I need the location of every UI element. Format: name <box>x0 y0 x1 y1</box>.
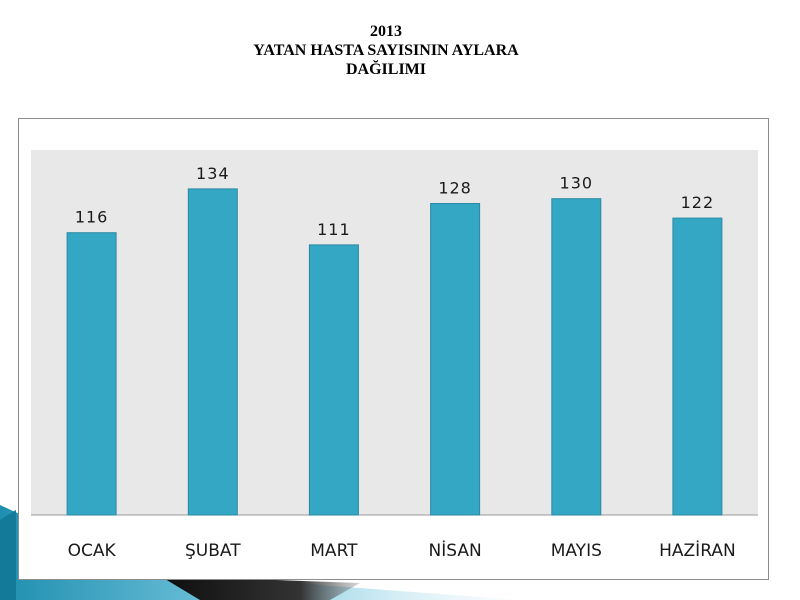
data-label-6: 122 <box>681 193 715 212</box>
data-label-1: 116 <box>75 208 109 227</box>
x-tick-label-6: HAZİRAN <box>659 540 736 561</box>
data-label-5: 130 <box>560 174 594 193</box>
bar-6 <box>672 217 723 516</box>
title-year: 2013 <box>370 23 402 40</box>
x-tick-label-5: MAYIS <box>551 541 602 561</box>
bar-5 <box>551 198 602 516</box>
decor-dark-swoosh <box>160 576 360 600</box>
x-tick-label-1: OCAK <box>68 541 117 561</box>
x-tick-label-2: ŞUBAT <box>185 541 241 561</box>
data-label-2: 134 <box>196 164 230 183</box>
x-tick-label-4: NİSAN <box>429 540 482 561</box>
slide-title: 2013 YATAN HASTA SAYISININ AYLARA DAĞILI… <box>0 22 772 79</box>
bar-1 <box>66 232 117 516</box>
bar-3 <box>308 244 359 516</box>
bar-2 <box>187 188 238 516</box>
plot-area <box>31 150 758 515</box>
title-line-2: YATAN HASTA SAYISININ AYLARA <box>253 42 519 59</box>
chart-frame: 116 OCAK 134 ŞUBAT 111 MART 128 NİSAN 130 MAYIS 12… <box>18 118 769 580</box>
x-tick-label-3: MART <box>310 541 358 561</box>
decor-teal-edge <box>0 510 16 600</box>
data-label-4: 128 <box>438 179 472 198</box>
title-line-3: DAĞILIMI <box>345 61 426 78</box>
data-label-3: 111 <box>317 220 351 239</box>
bar-4 <box>430 203 481 516</box>
bar-chart: 116 OCAK 134 ŞUBAT 111 MART 128 NİSAN 130 MAYIS 12… <box>31 150 758 561</box>
